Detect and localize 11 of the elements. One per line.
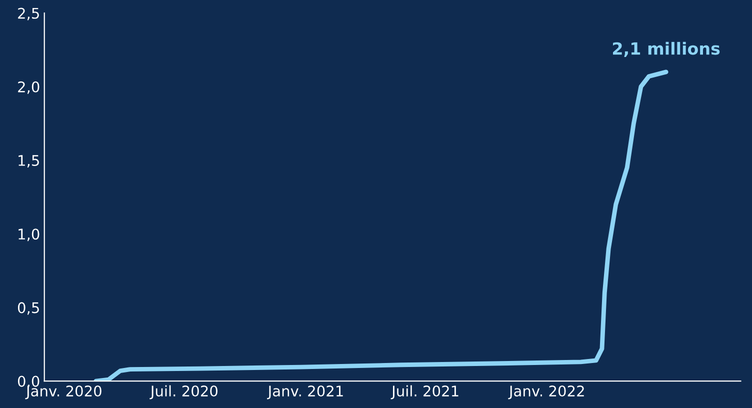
x-tick-label: Juil. 2020 [150,385,218,400]
x-tick-label: Janv. 2022 [508,385,584,400]
x-tick-label: Janv. 2021 [267,385,343,400]
y-tick-label: 0,5 [18,302,39,315]
y-tick-label: 1,5 [18,155,39,168]
y-tick-label: 2,0 [18,81,40,94]
x-tick-label: Juil. 2021 [390,385,458,400]
line-series [94,70,668,382]
y-tick-label: 2,5 [18,8,39,20]
y-tick-label: 1,0 [18,228,40,242]
annotation: 2,1 millions [612,42,720,57]
